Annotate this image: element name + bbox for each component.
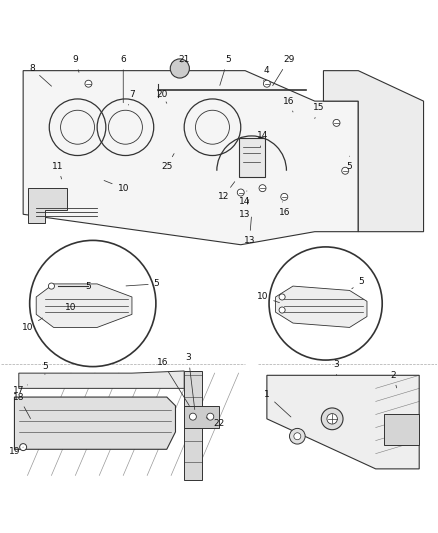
Text: 13: 13 bbox=[244, 217, 255, 245]
Bar bbox=[6, 369, 237, 480]
Polygon shape bbox=[19, 371, 184, 389]
Text: 13: 13 bbox=[239, 199, 251, 219]
Circle shape bbox=[321, 408, 343, 430]
Text: 29: 29 bbox=[273, 55, 294, 86]
Polygon shape bbox=[28, 188, 67, 223]
Circle shape bbox=[279, 307, 285, 313]
Text: 2: 2 bbox=[390, 371, 397, 388]
Circle shape bbox=[263, 80, 270, 87]
Circle shape bbox=[85, 80, 92, 87]
Circle shape bbox=[237, 189, 244, 196]
Text: 16: 16 bbox=[283, 96, 294, 112]
Text: 16: 16 bbox=[279, 202, 290, 216]
Text: 1: 1 bbox=[264, 390, 291, 417]
Text: 3: 3 bbox=[186, 353, 195, 409]
Text: 10: 10 bbox=[65, 303, 77, 312]
Polygon shape bbox=[23, 71, 358, 245]
Text: 14: 14 bbox=[240, 191, 251, 206]
Circle shape bbox=[327, 414, 337, 424]
Text: 22: 22 bbox=[206, 418, 225, 427]
Circle shape bbox=[48, 283, 54, 289]
Polygon shape bbox=[323, 71, 424, 232]
Text: 5: 5 bbox=[347, 156, 353, 171]
Text: 10: 10 bbox=[104, 181, 129, 192]
Circle shape bbox=[20, 443, 27, 450]
Circle shape bbox=[279, 294, 285, 300]
Text: 10: 10 bbox=[257, 293, 279, 303]
Circle shape bbox=[294, 433, 301, 440]
Text: 19: 19 bbox=[9, 447, 23, 456]
Text: 14: 14 bbox=[257, 132, 268, 147]
Text: 8: 8 bbox=[29, 64, 52, 86]
Text: 16: 16 bbox=[157, 358, 189, 406]
Text: 11: 11 bbox=[52, 162, 64, 179]
Text: 21: 21 bbox=[179, 55, 190, 64]
Circle shape bbox=[207, 413, 214, 420]
Text: 5: 5 bbox=[42, 362, 48, 375]
Text: 12: 12 bbox=[218, 182, 235, 201]
Polygon shape bbox=[267, 375, 419, 469]
Text: 15: 15 bbox=[313, 103, 325, 118]
Circle shape bbox=[281, 193, 288, 200]
Text: 5: 5 bbox=[85, 281, 91, 290]
Polygon shape bbox=[184, 371, 201, 480]
Polygon shape bbox=[36, 284, 132, 327]
Text: 4: 4 bbox=[263, 66, 270, 81]
Text: 9: 9 bbox=[73, 55, 79, 72]
Text: 5: 5 bbox=[126, 279, 159, 288]
Polygon shape bbox=[184, 406, 219, 427]
Polygon shape bbox=[14, 397, 176, 449]
Circle shape bbox=[333, 119, 340, 126]
Text: 18: 18 bbox=[13, 393, 31, 418]
Circle shape bbox=[259, 184, 266, 192]
Text: 25: 25 bbox=[161, 154, 174, 171]
Circle shape bbox=[269, 247, 382, 360]
Text: 6: 6 bbox=[120, 55, 126, 103]
Circle shape bbox=[30, 240, 156, 367]
Polygon shape bbox=[385, 415, 419, 445]
Text: 7: 7 bbox=[128, 90, 135, 105]
Polygon shape bbox=[276, 286, 367, 327]
Text: 17: 17 bbox=[13, 385, 28, 395]
Text: 5: 5 bbox=[352, 277, 364, 289]
Circle shape bbox=[170, 59, 189, 78]
Circle shape bbox=[189, 413, 196, 420]
Circle shape bbox=[290, 429, 305, 444]
Text: 5: 5 bbox=[220, 55, 230, 85]
Text: 10: 10 bbox=[22, 318, 42, 332]
Text: 20: 20 bbox=[157, 90, 168, 103]
Text: 3: 3 bbox=[334, 360, 339, 375]
FancyBboxPatch shape bbox=[239, 138, 265, 177]
Circle shape bbox=[342, 167, 349, 174]
